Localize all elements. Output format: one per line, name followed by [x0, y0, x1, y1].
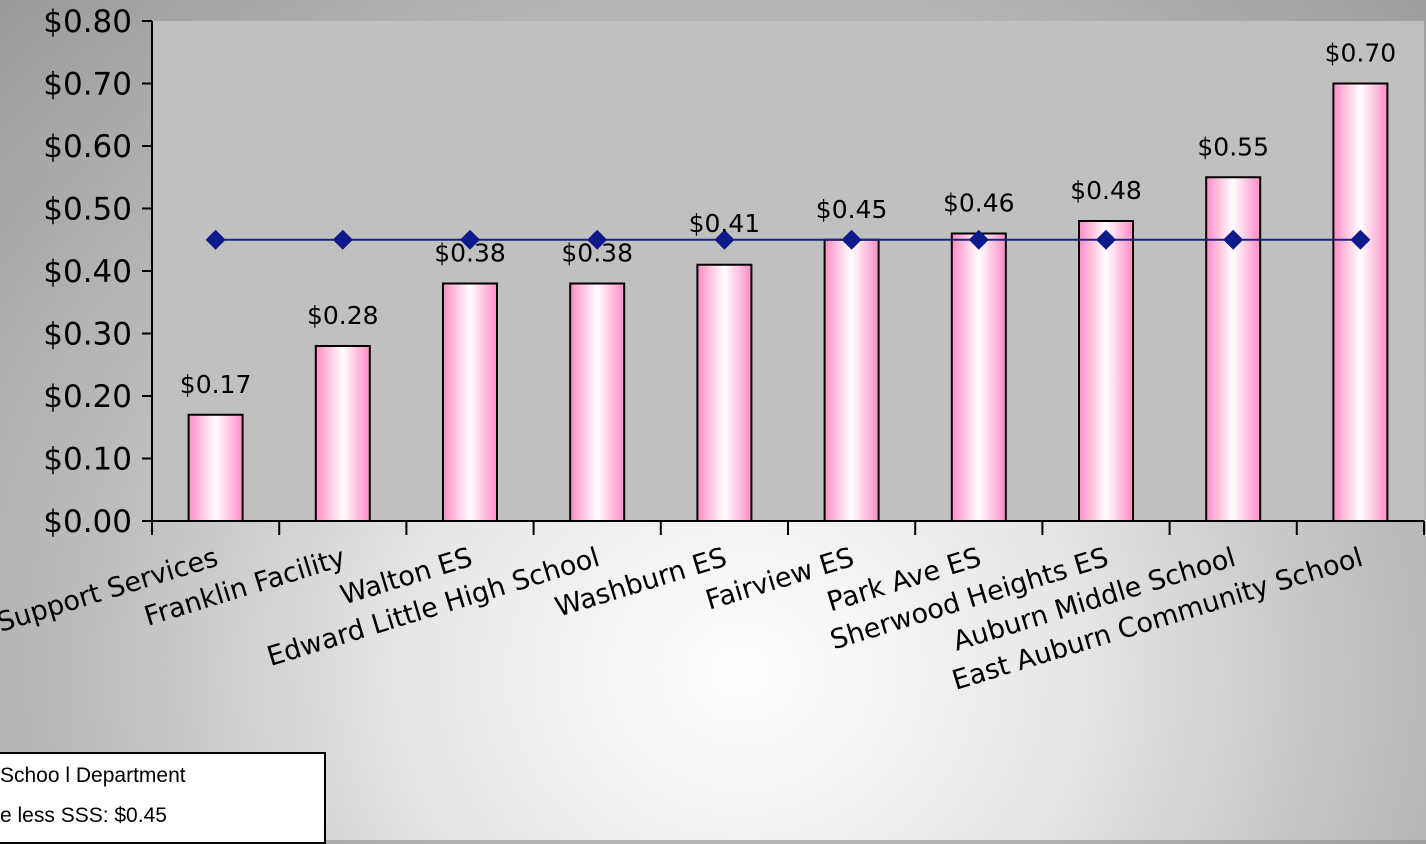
legend-box: Schoo l Department e less SSS: $0.45	[0, 752, 326, 844]
bar	[187, 413, 244, 522]
legend-line-2: e less SSS: $0.45	[0, 804, 167, 827]
bar	[1332, 82, 1389, 522]
bar	[442, 282, 498, 522]
line-marker	[587, 229, 608, 250]
bar	[569, 282, 626, 522]
line-marker	[1350, 229, 1371, 250]
y-tick-label: $0.70	[43, 67, 132, 103]
x-axis-ticks	[151, 521, 1425, 535]
bar	[1205, 176, 1262, 522]
y-axis-ticks: $0.00 $0.10 $0.20 $0.30 $0.40 $0.50 $0.60 $0.70…	[43, 4, 152, 540]
y-tick-label: $0.40	[43, 254, 132, 290]
bar	[696, 263, 753, 522]
line-marker	[205, 229, 226, 250]
bar	[823, 238, 880, 522]
bar	[950, 232, 1007, 522]
y-tick-label: $0.30	[43, 317, 132, 353]
line-marker	[968, 229, 989, 250]
bar	[1078, 220, 1134, 522]
y-tick-label: $0.60	[43, 129, 132, 165]
data-label: $0.28	[307, 301, 379, 330]
data-label: $0.70	[1325, 39, 1397, 68]
bar	[314, 345, 371, 522]
line-marker	[1223, 229, 1244, 250]
line-marker	[460, 229, 480, 250]
data-label: $0.41	[689, 209, 761, 238]
data-label: $0.55	[1197, 132, 1269, 161]
data-labels: $0.17 $0.28 $0.38 $0.38 $0.41 $0.45 $0.46 $0.48…	[180, 39, 1396, 399]
data-label: $0.38	[561, 239, 633, 268]
y-tick-label: $0.50	[43, 192, 132, 228]
line-marker	[714, 229, 735, 250]
data-label: $0.45	[816, 195, 888, 224]
y-tick-label: $0.80	[43, 4, 132, 40]
line-marker	[1096, 229, 1116, 250]
y-tick-label: $0.00	[43, 504, 132, 540]
bars	[187, 82, 1389, 522]
line-marker	[841, 229, 862, 250]
data-label: $0.46	[943, 189, 1015, 218]
data-label: $0.38	[434, 239, 506, 268]
line-marker	[332, 229, 353, 250]
data-label: $0.17	[180, 370, 252, 399]
data-label: $0.48	[1070, 176, 1142, 205]
legend-line-1: Schoo l Department	[0, 764, 186, 787]
average-line-series	[205, 229, 1371, 250]
y-tick-label: $0.20	[43, 379, 132, 415]
y-tick-label: $0.10	[43, 442, 132, 478]
